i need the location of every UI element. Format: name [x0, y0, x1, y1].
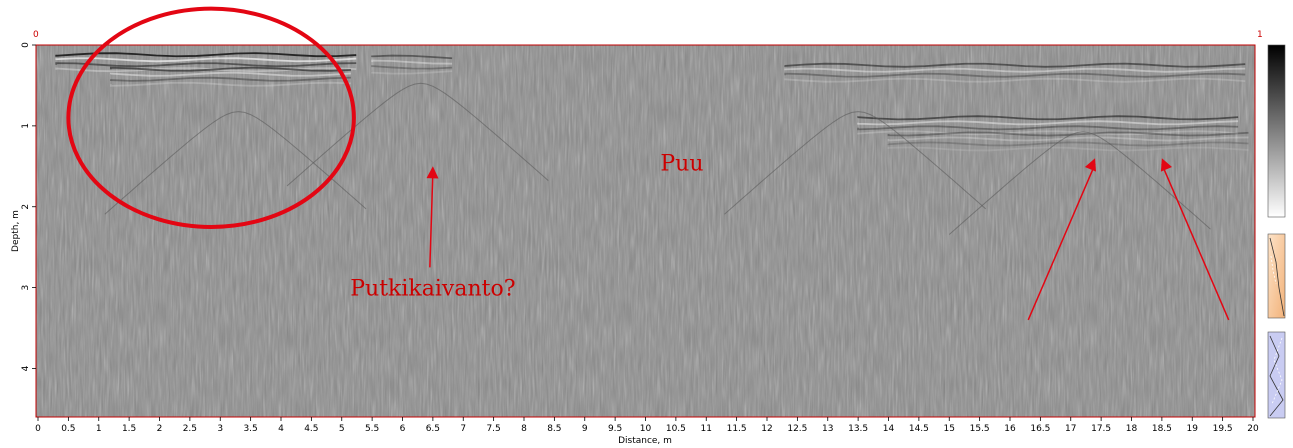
x-tick-label: 11.5: [727, 424, 747, 434]
x-tick-label: 7: [460, 424, 466, 434]
highlight-ellipse: [66, 6, 356, 229]
annotation-arrowhead: [426, 166, 439, 179]
reflector-band: [55, 52, 357, 58]
x-tick-label: 17: [1065, 424, 1076, 434]
x-tick-label: 1: [96, 424, 102, 434]
reflector-band: [784, 72, 1246, 78]
reflector-band: [887, 131, 1249, 137]
annotation-label: Putkikaivanto?: [350, 277, 515, 302]
x-tick-label: 15: [944, 424, 955, 434]
y-tick-label: 1: [21, 123, 31, 129]
filter-panel: [1267, 331, 1286, 419]
x-tick-label: 13.5: [848, 424, 868, 434]
gain-curve-panel: [1267, 233, 1286, 319]
reflector-band: [110, 71, 351, 77]
reflector-band: [857, 125, 1239, 131]
x-axis-title: Distance, m: [618, 436, 672, 446]
annotation-label: Puu: [660, 151, 703, 176]
x-tick-label: 8: [521, 424, 527, 434]
top-marker-left: 0: [33, 30, 39, 40]
annotation-layer: Putkikaivanto? Puu: [66, 6, 1230, 321]
reflector-band: [857, 115, 1239, 121]
x-tick-label: 16.5: [1030, 424, 1050, 434]
x-tick-label: 18: [1126, 424, 1138, 434]
y-axis: 0 1 2 3 4: [21, 42, 36, 371]
radargram-plot-area: [36, 45, 1255, 417]
x-tick-label: 8.5: [547, 424, 561, 434]
annotation-arrowhead: [1160, 158, 1173, 172]
reflector-band: [110, 81, 351, 87]
reflector-band: [887, 141, 1249, 147]
amplitude-colorbar: [1267, 44, 1286, 218]
reflector-band: [55, 62, 357, 68]
reflector-band: [371, 54, 453, 60]
x-tick-label: 5: [339, 424, 345, 434]
x-tick-label: 6.5: [426, 424, 440, 434]
x-tick-label: 14.5: [909, 424, 929, 434]
diffraction-hyperbola: [948, 131, 1211, 235]
x-tick-label: 13: [822, 424, 833, 434]
radargram-noise: [36, 45, 1255, 417]
x-tick-label: 1.5: [122, 424, 136, 434]
reflector-band: [371, 59, 453, 65]
x-tick-label: 14: [883, 424, 895, 434]
x-tick-label: 11: [701, 424, 712, 434]
x-tick-label: 3.5: [243, 424, 257, 434]
annotation-arrow: [1027, 163, 1096, 321]
x-tick-label: 19: [1187, 424, 1199, 434]
diffraction-hyperbola: [286, 82, 549, 187]
reflector-band: [784, 77, 1246, 83]
reflector-band: [887, 146, 1249, 152]
x-tick-label: 20: [1247, 424, 1259, 434]
y-tick-label: 0: [21, 42, 31, 48]
x-tick-label: 4.5: [304, 424, 318, 434]
x-tick-label: 12.5: [787, 424, 807, 434]
reflector-layer: [55, 52, 1249, 235]
annotation-arrow: [1161, 163, 1230, 321]
diffraction-hyperbola: [104, 111, 367, 215]
y-tick-label: 2: [21, 204, 31, 210]
x-axis: 0 0.5 1 1.5 2 2.5 3 3.5 4 4.5 5 5.5 6 6.5 7 7.5 8 8.5 9 9.5…: [35, 417, 1259, 434]
diffraction-hyperbola: [724, 111, 987, 215]
y-axis-title: Depth, m: [11, 210, 21, 252]
x-tick-label: 16: [1004, 424, 1016, 434]
x-tick-label: 17.5: [1091, 424, 1111, 434]
reflector-band: [887, 136, 1249, 142]
x-tick-label: 18.5: [1152, 424, 1172, 434]
x-tick-label: 3: [217, 424, 223, 434]
x-tick-label: 9: [582, 424, 588, 434]
x-tick-label: 6: [400, 424, 406, 434]
x-tick-label: 19.5: [1213, 424, 1233, 434]
x-tick-label: 9.5: [608, 424, 622, 434]
x-tick-label: 12: [761, 424, 772, 434]
x-tick-label: 4: [278, 424, 284, 434]
y-tick-label: 3: [21, 285, 31, 291]
y-tick-label: 4: [21, 365, 31, 371]
reflector-band: [857, 120, 1239, 126]
x-tick-label: 0: [35, 424, 41, 434]
annotation-arrowhead: [1084, 158, 1097, 172]
x-tick-label: 10: [640, 424, 652, 434]
reflector-band: [110, 66, 351, 72]
x-tick-label: 10.5: [666, 424, 686, 434]
x-tick-label: 2.5: [183, 424, 197, 434]
reflector-band: [784, 67, 1246, 73]
x-tick-label: 7.5: [486, 424, 500, 434]
reflector-band: [857, 130, 1239, 136]
reflector-band: [371, 70, 453, 75]
reflector-band: [371, 65, 453, 70]
x-tick-label: 0.5: [61, 424, 75, 434]
x-tick-label: 15.5: [970, 424, 990, 434]
x-tick-label: 5.5: [365, 424, 379, 434]
reflector-band: [110, 76, 351, 82]
x-tick-label: 2: [157, 424, 163, 434]
top-marker-right: 1: [1257, 30, 1263, 40]
reflector-band: [55, 67, 357, 73]
annotation-arrow: [429, 172, 434, 268]
reflector-band: [784, 62, 1246, 68]
